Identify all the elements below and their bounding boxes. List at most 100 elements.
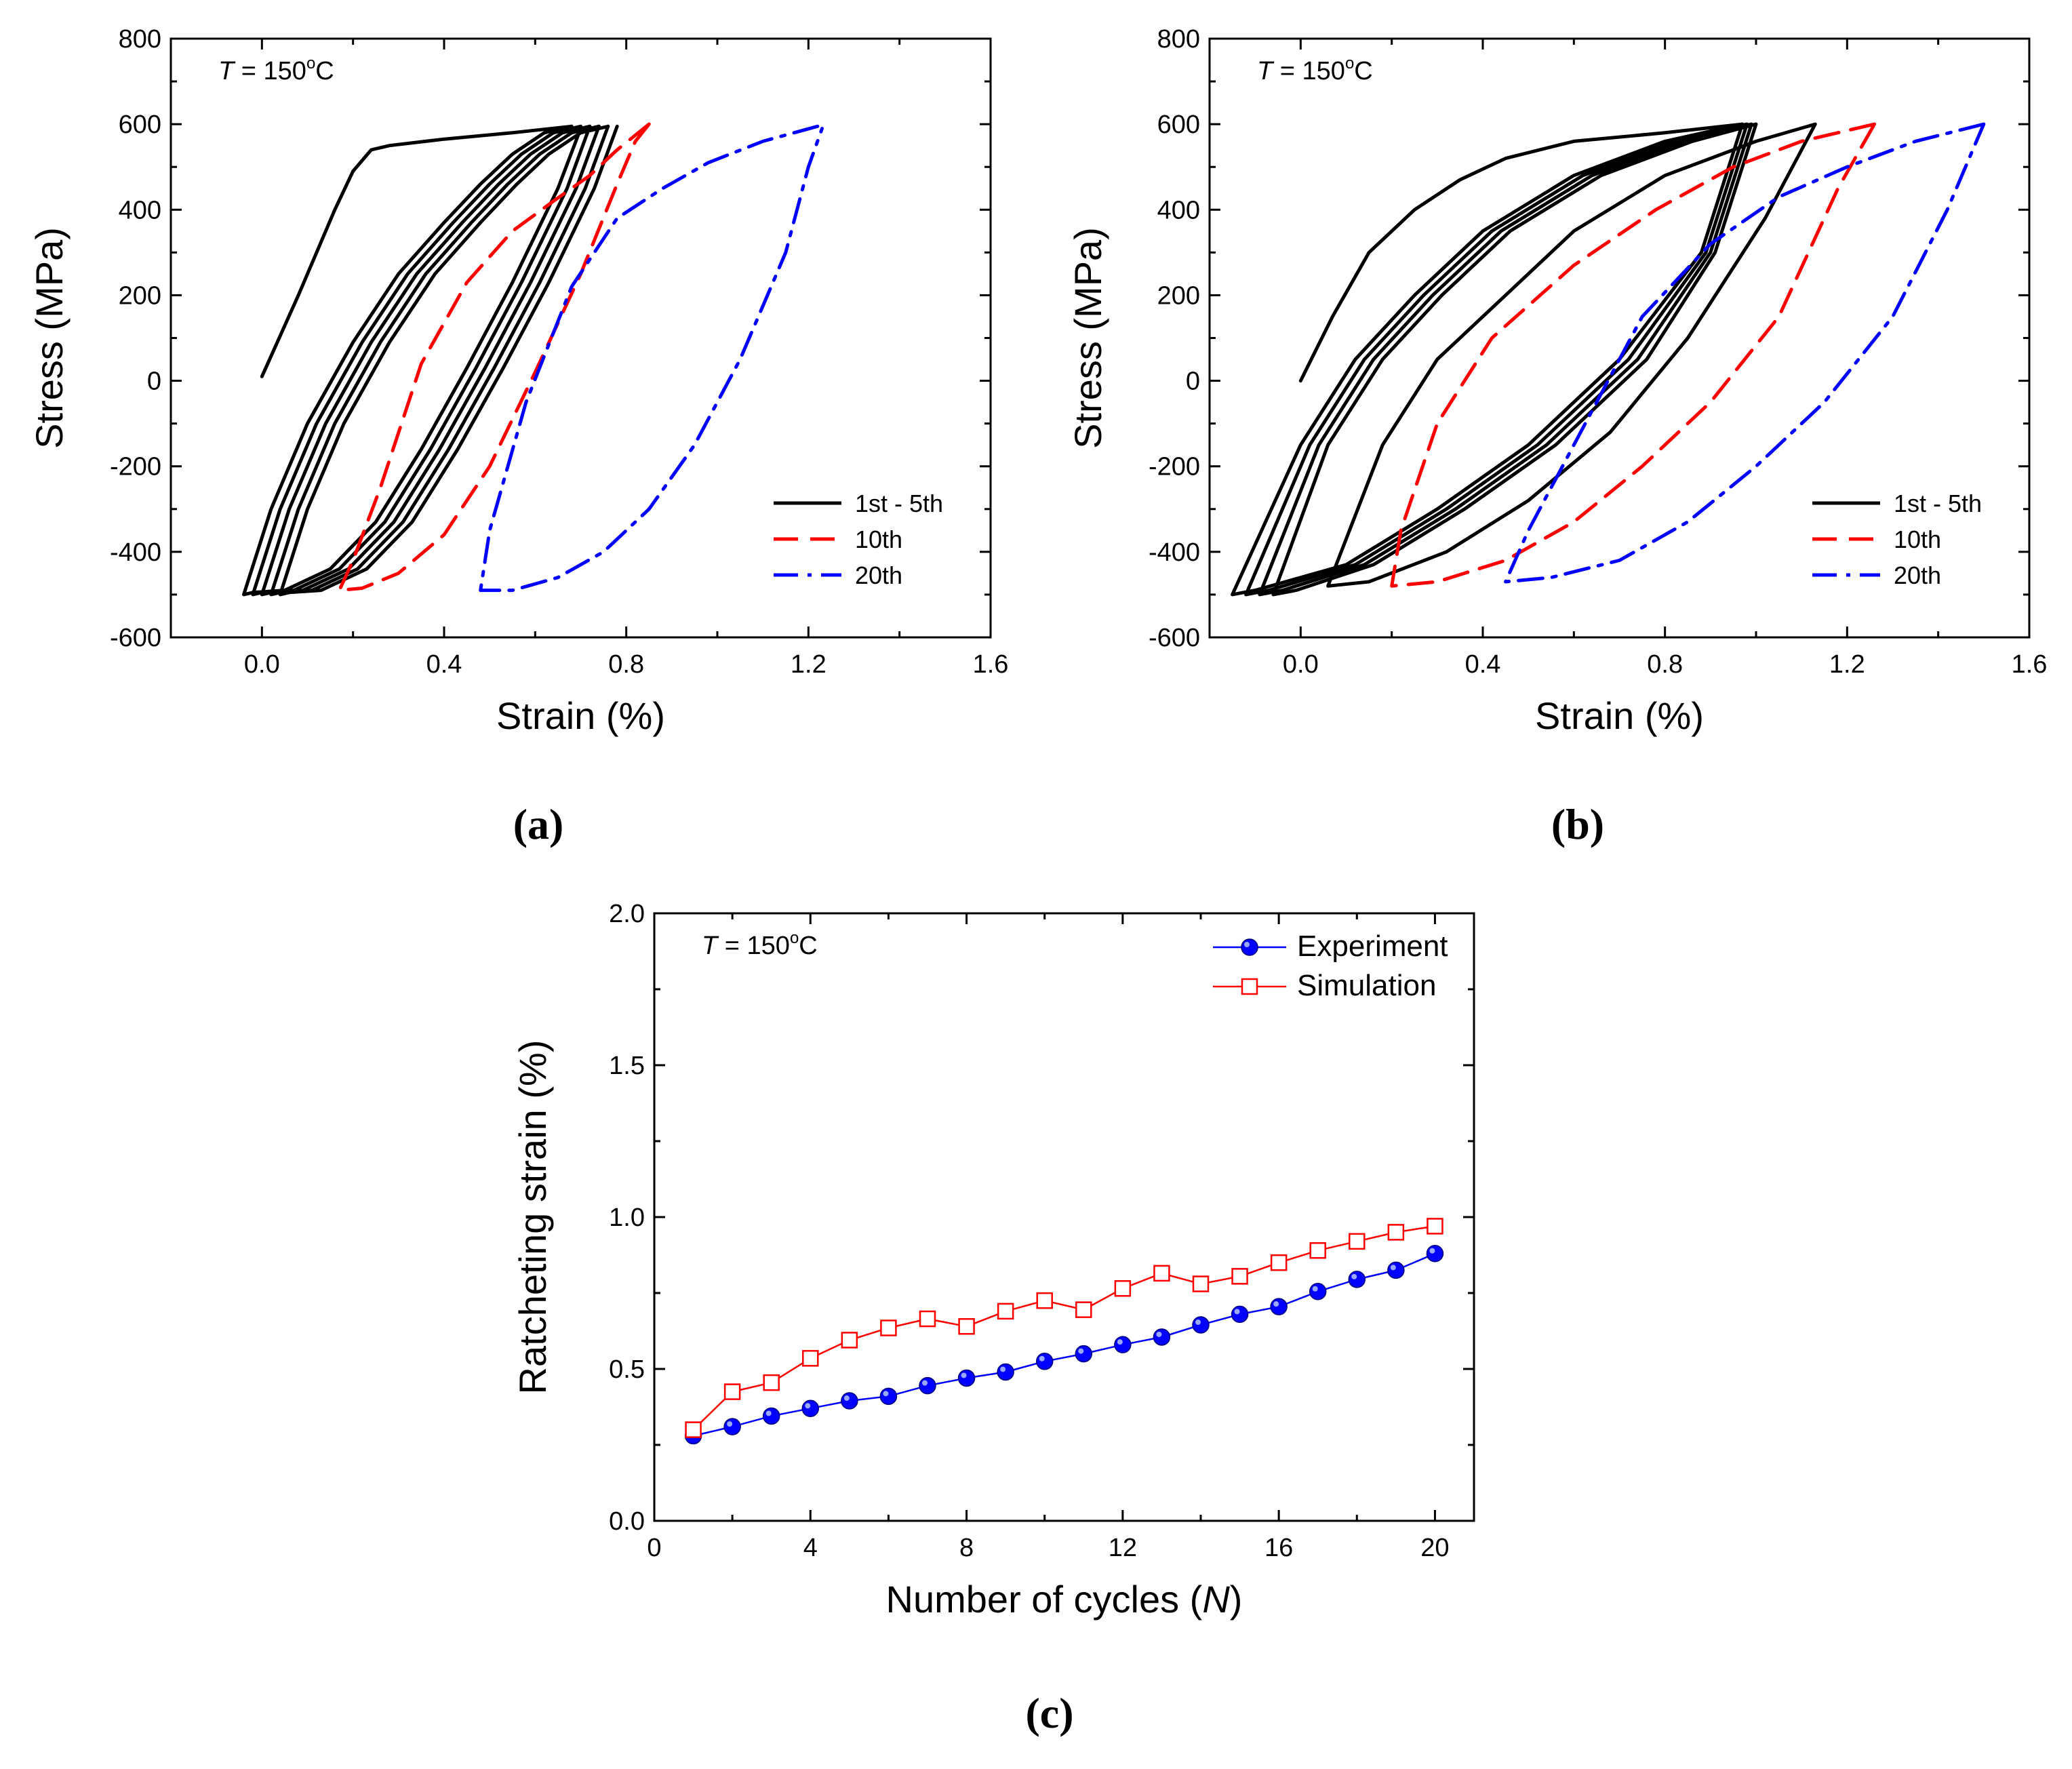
x-tick-label: 0.8 — [1647, 650, 1683, 679]
simulation-point — [763, 1374, 780, 1391]
y-tick-label: 800 — [1157, 25, 1200, 54]
x-tick-label: 0.8 — [608, 650, 644, 679]
series-line-10th — [1390, 122, 1877, 588]
experiment-point-highlight — [1351, 1273, 1357, 1279]
y-tick-label: -400 — [110, 538, 161, 567]
simulation-point — [1270, 1254, 1288, 1271]
experiment-point — [1426, 1245, 1444, 1263]
temperature-annotation: T = 150oC — [218, 54, 334, 85]
experiment-point-highlight — [883, 1391, 889, 1397]
series-line-1st---5th — [1271, 122, 1758, 597]
temperature-annotation: T = 150oC — [702, 929, 818, 960]
panel-label: (a) — [513, 800, 564, 848]
experiment-point-highlight — [1390, 1265, 1396, 1271]
y-tick-label: 200 — [119, 281, 161, 310]
y-tick-label: 600 — [1157, 111, 1200, 139]
y-tick-label: 200 — [1157, 281, 1200, 310]
legend-label: 10th — [1894, 525, 1941, 553]
simulation-point — [958, 1318, 975, 1335]
series-line-20th — [479, 124, 824, 593]
series-line-1st---5th — [251, 124, 592, 597]
experiment-point-highlight — [1156, 1331, 1162, 1337]
data-area — [1231, 122, 1986, 597]
simulation-point — [997, 1303, 1014, 1320]
legend-label: 1st - 5th — [855, 490, 943, 517]
simulation-point — [685, 1421, 702, 1438]
simulation-point — [1309, 1242, 1326, 1259]
series-line-1st---5th — [1326, 122, 1817, 588]
experiment-point — [801, 1399, 820, 1417]
experiment-point-highlight — [1000, 1366, 1006, 1372]
panel-a: 0.0 0.4 0.8 1.2 1.6 -600 -400 -200 0 200 400 600 800… — [28, 25, 1008, 848]
y-tick-label: 400 — [119, 196, 161, 224]
simulation-point — [1036, 1292, 1053, 1309]
y-axis-label: Ratcheting strain (%) — [511, 1040, 554, 1395]
series-line-1st---5th — [278, 124, 619, 597]
experiment-point — [1153, 1328, 1171, 1346]
x-tick-label: 0.0 — [1283, 650, 1319, 679]
series-line-1st---5th — [1258, 122, 1753, 597]
y-tick-label: -400 — [1149, 538, 1200, 567]
panel-b: 0.0 0.4 0.8 1.2 1.6 -600 -400 -200 0 200 400 600 800… — [1067, 25, 2047, 848]
simulation-point — [723, 1383, 741, 1400]
y-tick-label: 800 — [119, 25, 161, 54]
legend-marker-highlight — [1244, 942, 1250, 947]
experiment-point-highlight — [727, 1421, 733, 1427]
legend-marker — [1241, 978, 1258, 995]
legend-label: 1st - 5th — [1894, 490, 1982, 517]
series-line-1st---5th — [260, 124, 601, 597]
simulation-point — [1153, 1265, 1170, 1282]
experiment-point-highlight — [961, 1372, 967, 1378]
experiment-point — [841, 1392, 858, 1410]
experiment-point-highlight — [1078, 1348, 1084, 1354]
x-tick-label: 0.4 — [426, 650, 462, 679]
x-tick-label: 1.6 — [973, 650, 1009, 679]
x-tick-label: 20 — [1420, 1534, 1449, 1562]
x-tick-label: 1.6 — [2012, 650, 2048, 679]
y-tick-label: 600 — [119, 111, 161, 139]
series-line-1st---5th — [269, 124, 610, 597]
legend-marker — [1241, 938, 1258, 956]
experiment-point — [1192, 1316, 1210, 1334]
x-tick-label: 4 — [803, 1534, 818, 1562]
experiment-point — [1035, 1353, 1054, 1370]
experiment-point-highlight — [1429, 1248, 1435, 1254]
y-tick-label: -600 — [1149, 624, 1200, 652]
y-axis-label: Stress (MPa) — [28, 227, 71, 449]
y-tick-label: 2.0 — [609, 900, 645, 928]
y-tick-label: 0 — [1186, 367, 1200, 396]
experiment-point-highlight — [843, 1395, 850, 1402]
legend-label: Simulation — [1297, 969, 1436, 1002]
simulation-point — [1231, 1268, 1248, 1285]
y-tick-label: 400 — [1157, 196, 1200, 224]
x-axis-label: Number of cycles (N) — [886, 1578, 1243, 1621]
y-tick-label: 0.0 — [609, 1507, 645, 1536]
simulation-point — [919, 1310, 936, 1328]
experiment-point — [919, 1376, 936, 1395]
panel-label: (b) — [1551, 800, 1604, 848]
legend-label: 20th — [1894, 561, 1941, 589]
data-area — [242, 122, 824, 597]
series-line-1st---5th — [1244, 122, 1749, 597]
experiment-point — [762, 1407, 780, 1425]
experiment-point — [1387, 1261, 1405, 1279]
series-line-1st---5th — [1231, 122, 1745, 597]
series-line-1st---5th — [242, 124, 582, 597]
x-axis-label: Strain (%) — [1535, 694, 1704, 737]
legend-label: 20th — [855, 561, 902, 589]
experiment-point — [723, 1418, 741, 1435]
x-tick-label: 12 — [1109, 1534, 1137, 1562]
experiment-point — [957, 1369, 976, 1387]
x-tick-label: 0.4 — [1465, 650, 1501, 679]
y-tick-label: 1.0 — [609, 1204, 645, 1232]
y-axis-label: Stress (MPa) — [1067, 227, 1109, 449]
x-tick-label: 16 — [1264, 1534, 1293, 1562]
y-tick-label: 0 — [147, 367, 161, 396]
panel-c: 0 4 8 12 16 20 0.0 0.5 1.0 1.5 2.0 Number of cycles… — [511, 900, 1475, 1737]
legend-label: 10th — [855, 525, 902, 553]
x-tick-label: 1.2 — [1829, 650, 1865, 679]
y-tick-label: 0.5 — [609, 1355, 645, 1384]
experiment-point-highlight — [1312, 1286, 1318, 1292]
x-tick-label: 0.0 — [244, 650, 280, 679]
